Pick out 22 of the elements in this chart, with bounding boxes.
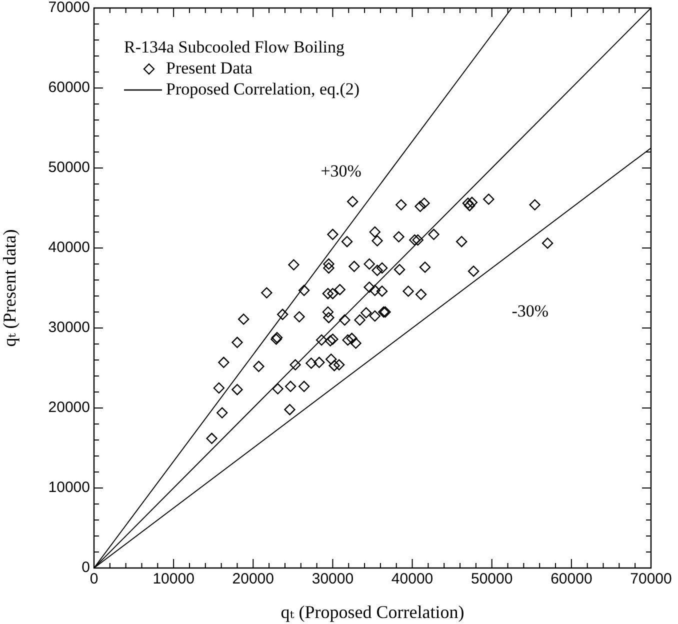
- x-tick-label: 50000: [471, 570, 513, 588]
- y-tick-label: 70000: [48, 0, 90, 16]
- y-tick-label: 30000: [48, 319, 90, 336]
- x-tick-label: 60000: [550, 570, 592, 588]
- y-tick-label: 40000: [48, 239, 90, 256]
- legend-label: Present Data: [166, 58, 253, 78]
- legend-label: Proposed Correlation, eq.(2): [166, 79, 360, 98]
- y-tick-label: 50000: [48, 159, 90, 176]
- y-tick-label: 60000: [48, 79, 90, 96]
- y-axis-title: qₜ (Present data): [0, 229, 20, 347]
- x-axis-title: qₜ (Proposed Correlation): [280, 602, 464, 622]
- y-tick-label: 20000: [48, 399, 90, 416]
- x-tick-label: 30000: [312, 570, 354, 588]
- annotation: +30%: [320, 162, 362, 181]
- y-tick-label: 10000: [48, 479, 90, 496]
- x-tick-label: 20000: [232, 570, 274, 588]
- annotation: -30%: [512, 302, 549, 321]
- legend-title: R-134a Subcooled Flow Boiling: [124, 37, 346, 56]
- y-tick-label: 0: [82, 559, 90, 576]
- x-tick-label: 40000: [391, 570, 434, 588]
- x-tick-label: 10000: [152, 570, 194, 588]
- x-tick-label: 70000: [630, 570, 672, 588]
